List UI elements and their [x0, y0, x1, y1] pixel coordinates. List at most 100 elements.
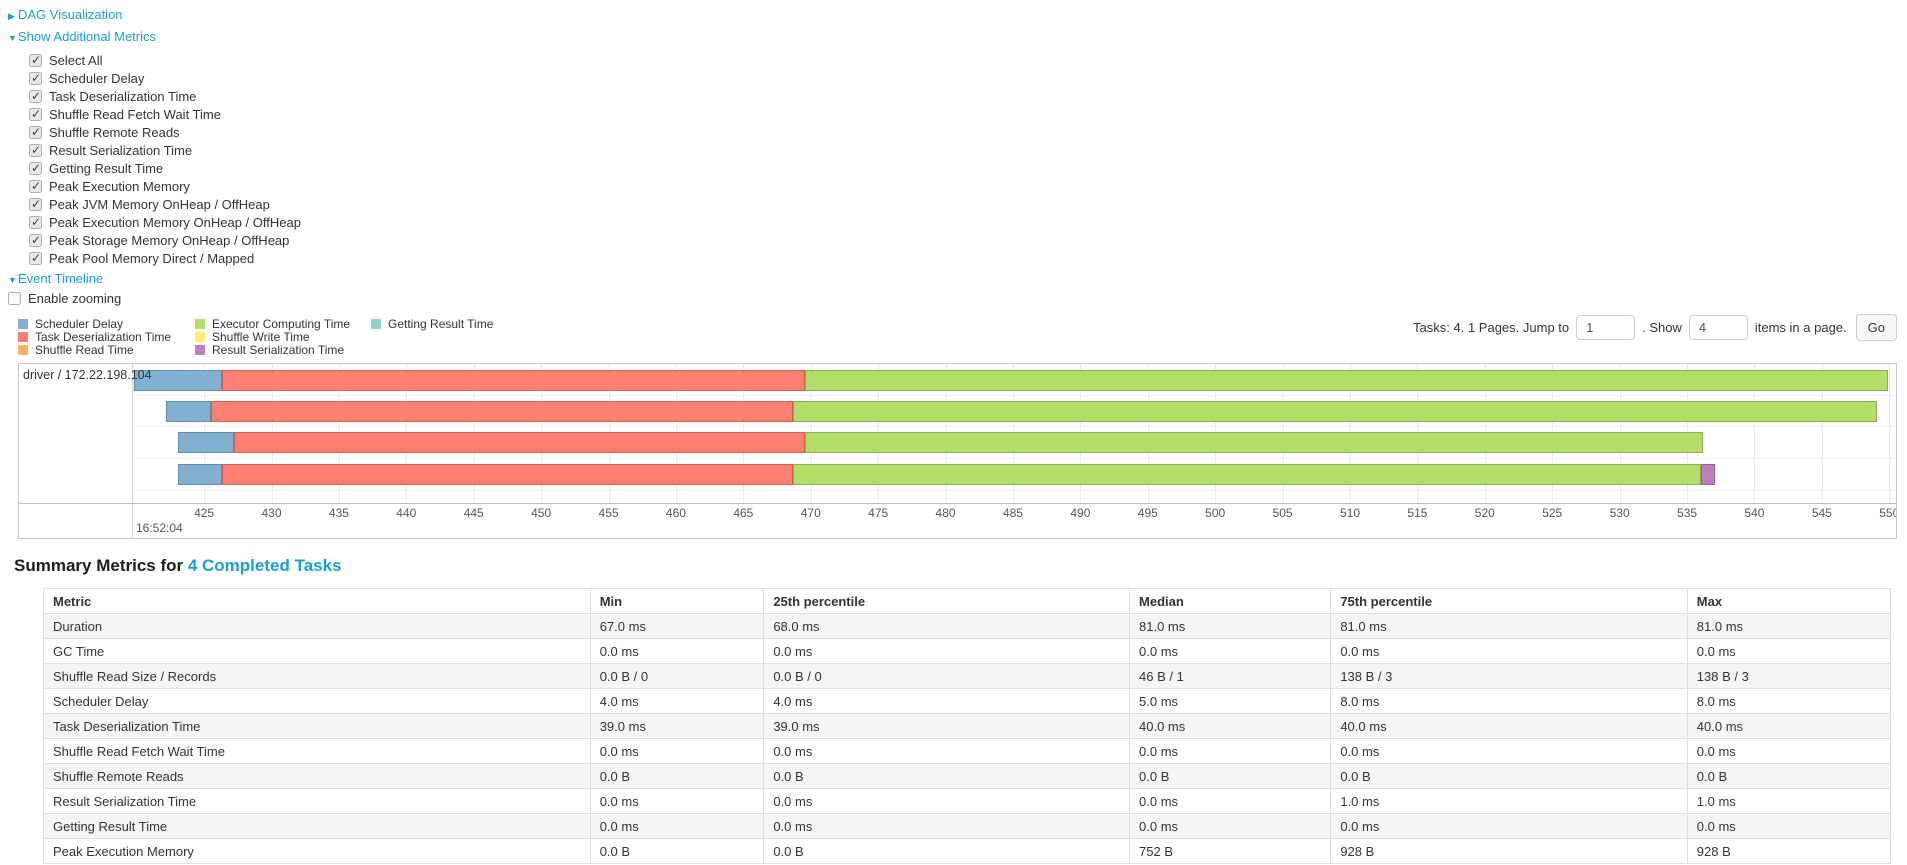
timeline-tick-label: 505: [1272, 506, 1293, 520]
metric-checkbox-item: Peak Execution Memory: [29, 177, 1901, 195]
task-bar-segment-scheduler_delay[interactable]: [134, 370, 222, 391]
summary-heading-text: Summary Metrics for: [14, 556, 188, 575]
metric-value-cell: 0.0 ms: [1330, 638, 1688, 664]
items-per-page-input[interactable]: [1688, 315, 1748, 340]
event-timeline-toggle[interactable]: ▼Event Timeline: [8, 271, 103, 286]
metric-checkbox-item: Select All: [29, 51, 1901, 69]
timeline-tick-label: 435: [328, 506, 349, 520]
metric-value-cell: 0.0 ms: [1129, 788, 1332, 814]
pagination-text-before: Tasks: 4. 1 Pages. Jump to: [1413, 320, 1570, 335]
jump-to-page-input[interactable]: [1576, 315, 1636, 340]
table-row: Scheduler Delay 4.0 ms 4.0 ms 5.0 ms 8.0 ms 8…: [43, 688, 1892, 714]
pagination-text-after: items in a page.: [1754, 320, 1847, 335]
metric-value-cell: 0.0 B: [589, 763, 765, 789]
metric-name-cell: Peak Execution Memory: [43, 838, 591, 864]
metric-checkbox[interactable]: [29, 125, 42, 139]
shuffle_read-swatch-icon: [18, 344, 28, 355]
metric-checkbox-item: Peak Storage Memory OnHeap / OffHeap: [29, 231, 1901, 249]
timeline-tick-label: 445: [463, 506, 484, 520]
timeline-tick-label: 480: [935, 506, 956, 520]
metric-value-cell: 138 B / 3: [1330, 663, 1688, 689]
metric-checkbox[interactable]: [29, 179, 42, 193]
metric-checkbox-item: Peak Execution Memory OnHeap / OffHeap: [29, 213, 1901, 231]
enable-zooming-label: Enable zooming: [28, 291, 122, 306]
timeline-tick-label: 540: [1744, 506, 1765, 520]
metric-value-cell: 0.0 ms: [1686, 638, 1892, 664]
timeline-tick-label: 485: [1002, 506, 1023, 520]
metric-checkbox[interactable]: [29, 233, 42, 247]
task-bar-segment-result_serialization[interactable]: [1700, 464, 1716, 485]
table-row: Result Serialization Time 0.0 ms 0.0 ms 0.0…: [43, 788, 1892, 814]
timeline-legend: Scheduler Delay Task Deserialization Time…: [18, 316, 494, 357]
timeline-tick-label: 525: [1542, 506, 1563, 520]
completed-tasks-link[interactable]: 4 Completed Tasks: [187, 556, 342, 575]
table-row: Task Deserialization Time 39.0 ms 39.0 ms 4…: [43, 713, 1892, 739]
metric-value-cell: 81.0 ms: [1330, 613, 1688, 639]
metric-name-cell: Result Serialization Time: [43, 788, 591, 814]
legend-item: Executor Computing Time: [195, 317, 371, 331]
metric-checkbox[interactable]: [29, 143, 42, 157]
table-header-cell: Median: [1129, 588, 1332, 614]
metric-value-cell: 0.0 B: [589, 838, 765, 864]
metric-checkbox[interactable]: [29, 53, 42, 67]
timeline-row-divider: [134, 490, 1896, 491]
enable-zooming-checkbox[interactable]: [8, 292, 21, 305]
task-bar-segment-executor_computing[interactable]: [805, 432, 1704, 453]
event-timeline-label: Event Timeline: [18, 271, 104, 286]
metric-checkbox[interactable]: [29, 197, 42, 211]
dag-visualization-toggle[interactable]: ▶ DAG Visualization: [8, 7, 123, 22]
legend-label: Shuffle Read Time: [35, 342, 134, 357]
metric-checkbox-item: Shuffle Read Fetch Wait Time: [29, 105, 1901, 123]
metric-value-cell: 0.0 B: [763, 763, 1131, 789]
timeline-group-panel: driver / 172.22.198.104: [19, 364, 152, 538]
metric-value-cell: 0.0 B / 0: [763, 663, 1131, 689]
task-timeline-chart[interactable]: 425 430 435 440 445 450 455 460 465 470 475 480 485 4…: [18, 363, 1897, 539]
task-bar-segment-executor_computing[interactable]: [805, 370, 1888, 391]
table-header-cell: Max: [1686, 588, 1892, 614]
metric-checkbox-item: Shuffle Remote Reads: [29, 123, 1901, 141]
timeline-tick-label: 475: [868, 506, 889, 520]
timeline-tick-label: 450: [531, 506, 552, 520]
metric-value-cell: 0.0 ms: [763, 638, 1131, 664]
task-bar-segment-scheduler_delay[interactable]: [166, 401, 211, 422]
task-bar-segment-scheduler_delay[interactable]: [178, 432, 234, 453]
task-bar-segment-executor_computing[interactable]: [793, 464, 1701, 485]
metric-checkbox-label: Peak Storage Memory OnHeap / OffHeap: [49, 232, 290, 248]
legend-label: Getting Result Time: [388, 316, 494, 331]
metric-checkbox[interactable]: [29, 89, 42, 103]
getting_result-swatch-icon: [371, 318, 381, 329]
metric-name-cell: Scheduler Delay: [43, 688, 591, 714]
timeline-major-time-label: 16:52:04: [136, 521, 183, 535]
task-bar-segment-task_deserialization[interactable]: [221, 370, 806, 391]
metric-checkbox[interactable]: [29, 161, 42, 175]
shuffle_write-swatch-icon: [195, 331, 205, 342]
timeline-axis-line: [19, 503, 1896, 504]
go-button[interactable]: Go: [1855, 314, 1897, 341]
metric-value-cell: 0.0 B: [1129, 763, 1332, 789]
metrics-checkbox-list: Select All Scheduler Delay Task Deserializ…: [8, 51, 1901, 267]
timeline-tick-label: 535: [1677, 506, 1698, 520]
timeline-tick-label: 460: [665, 506, 686, 520]
task_deserialization-swatch-icon: [18, 331, 28, 342]
metric-checkbox[interactable]: [29, 251, 42, 265]
metric-value-cell: 68.0 ms: [763, 613, 1131, 639]
metric-value-cell: 0.0 B: [763, 838, 1131, 864]
table-header-cell: Metric: [43, 588, 591, 614]
metric-checkbox[interactable]: [29, 107, 42, 121]
task-bar-segment-task_deserialization[interactable]: [233, 432, 806, 453]
executor_computing-swatch-icon: [195, 318, 205, 329]
legend-label: Result Serialization Time: [212, 342, 345, 357]
metric-value-cell: 0.0 ms: [1686, 813, 1892, 839]
metric-checkbox-item: Task Deserialization Time: [29, 87, 1901, 105]
metric-value-cell: 81.0 ms: [1686, 613, 1892, 639]
task-bar-segment-executor_computing[interactable]: [793, 401, 1878, 422]
metric-checkbox[interactable]: [29, 71, 42, 85]
metric-value-cell: 81.0 ms: [1129, 613, 1332, 639]
show-additional-metrics-toggle[interactable]: ▼Show Additional Metrics: [8, 29, 156, 44]
table-row: Duration 67.0 ms 68.0 ms 81.0 ms 81.0 ms 81.0…: [43, 613, 1892, 639]
result_serialization-swatch-icon: [195, 344, 205, 355]
metric-checkbox[interactable]: [29, 215, 42, 229]
task-bar-segment-task_deserialization[interactable]: [210, 401, 794, 422]
task-bar-segment-scheduler_delay[interactable]: [178, 464, 222, 485]
task-bar-segment-task_deserialization[interactable]: [221, 464, 794, 485]
